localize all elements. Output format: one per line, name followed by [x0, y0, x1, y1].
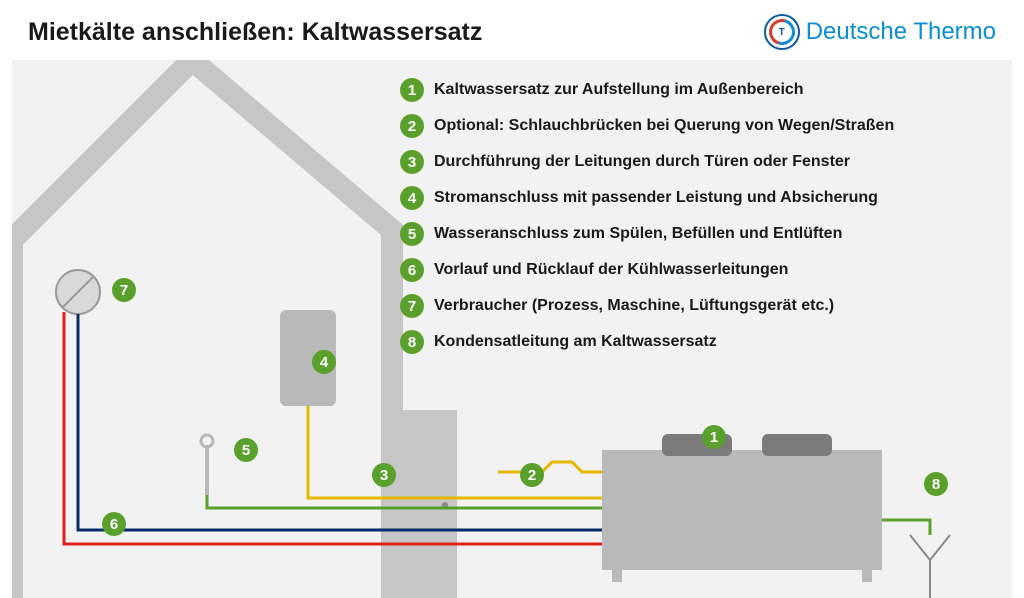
- logo-icon: T: [764, 14, 800, 50]
- legend-badge: 5: [400, 222, 424, 246]
- diagram-marker-2: 2: [520, 463, 544, 487]
- legend-item: 5 Wasseranschluss zum Spülen, Befüllen un…: [400, 222, 992, 246]
- legend-item: 3 Durchführung der Leitungen durch Türen …: [400, 150, 992, 174]
- legend-badge: 6: [400, 258, 424, 282]
- legend-label: Optional: Schlauchbrücken bei Querung vo…: [434, 117, 894, 135]
- legend-label: Verbraucher (Prozess, Maschine, Lüftungs…: [434, 297, 834, 315]
- diagram-marker-3: 3: [372, 463, 396, 487]
- diagram-canvas: 1 Kaltwassersatz zur Aufstellung im Außen…: [12, 60, 1012, 598]
- legend-badge: 4: [400, 186, 424, 210]
- legend-label: Stromanschluss mit passender Leistung un…: [434, 189, 878, 207]
- diagram-marker-6: 6: [102, 512, 126, 536]
- brand-logo: T Deutsche Thermo: [764, 14, 996, 50]
- diagram-marker-5: 5: [234, 438, 258, 462]
- legend-item: 1 Kaltwassersatz zur Aufstellung im Außen…: [400, 78, 992, 102]
- legend-label: Durchführung der Leitungen durch Türen o…: [434, 153, 850, 171]
- legend-item: 6 Vorlauf und Rücklauf der Kühlwasserleit…: [400, 258, 992, 282]
- legend-label: Kaltwassersatz zur Aufstellung im Außenb…: [434, 81, 804, 99]
- legend-item: 8 Kondensatleitung am Kaltwassersatz: [400, 330, 992, 354]
- legend-badge: 1: [400, 78, 424, 102]
- legend-label: Kondensatleitung am Kaltwassersatz: [434, 333, 717, 351]
- diagram-marker-4: 4: [312, 350, 336, 374]
- diagram-marker-1: 1: [702, 425, 726, 449]
- legend-item: 4 Stromanschluss mit passender Leistung u…: [400, 186, 992, 210]
- diagram-marker-8: 8: [924, 472, 948, 496]
- legend-label: Vorlauf und Rücklauf der Kühlwasserleitu…: [434, 261, 788, 279]
- legend-item: 2 Optional: Schlauchbrücken bei Querung v…: [400, 114, 992, 138]
- header: Mietkälte anschließen: Kaltwassersatz T …: [0, 0, 1024, 58]
- diagram-marker-7: 7: [112, 278, 136, 302]
- legend-item: 7 Verbraucher (Prozess, Maschine, Lüftung…: [400, 294, 992, 318]
- legend-label: Wasseranschluss zum Spülen, Befüllen und…: [434, 225, 842, 243]
- logo-text: Deutsche Thermo: [806, 18, 996, 46]
- legend-badge: 7: [400, 294, 424, 318]
- legend-badge: 3: [400, 150, 424, 174]
- legend-badge: 8: [400, 330, 424, 354]
- legend: 1 Kaltwassersatz zur Aufstellung im Außen…: [400, 78, 992, 366]
- page-title: Mietkälte anschließen: Kaltwassersatz: [28, 18, 482, 47]
- legend-badge: 2: [400, 114, 424, 138]
